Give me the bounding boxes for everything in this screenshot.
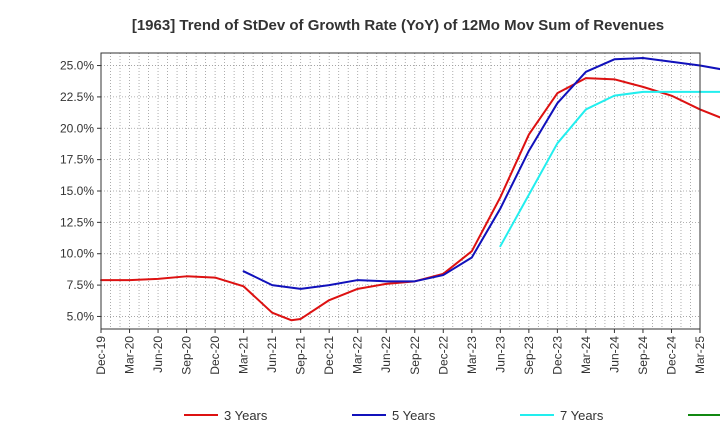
legend-label-3-years: 3 Years	[224, 408, 268, 423]
x-tick-label: Dec-19	[94, 336, 108, 375]
x-tick-label: Dec-24	[664, 336, 678, 375]
x-tick-label: Jun-21	[265, 336, 279, 373]
y-axis: 5.0% 7.5% 10.0% 12.5% 15.0% 17.5% 20.0% 22.5% 25…	[60, 59, 101, 323]
x-tick-label: Sep-23	[522, 336, 536, 375]
y-tick-label: 22.5%	[60, 90, 94, 104]
x-tick-label: Mar-22	[351, 336, 365, 374]
x-tick-label: Dec-23	[550, 336, 564, 375]
y-tick-label: 5.0%	[67, 309, 95, 323]
x-tick-label: Sep-21	[294, 336, 308, 375]
x-tick-label: Mar-25	[693, 336, 707, 374]
x-tick-label: Sep-24	[636, 336, 650, 375]
y-tick-label: 25.0%	[60, 59, 94, 73]
series-line-5-years	[242, 57, 720, 290]
x-tick-label: Mar-24	[579, 336, 593, 374]
y-tick-label: 20.0%	[60, 121, 94, 135]
x-tick-label: Sep-20	[180, 336, 194, 375]
y-tick-label: 17.5%	[60, 153, 94, 167]
grid-lines	[101, 53, 700, 329]
x-tick-label: Jun-20	[151, 336, 165, 373]
y-tick-label: 7.5%	[67, 278, 95, 292]
plot-area	[101, 53, 700, 329]
x-tick-label: Jun-23	[493, 336, 507, 373]
series-line-7-years	[499, 90, 720, 248]
chart-title: [1963] Trend of StDev of Growth Rate (Yo…	[132, 17, 664, 34]
y-tick-label: 15.0%	[60, 184, 94, 198]
x-tick-label: Dec-21	[322, 336, 336, 375]
x-tick-label: Jun-24	[607, 336, 621, 373]
legend-label-5-years: 5 Years	[392, 408, 436, 423]
y-tick-label: 10.0%	[60, 247, 94, 261]
x-tick-label: Dec-22	[436, 336, 450, 375]
x-tick-label: Jun-22	[379, 336, 393, 373]
y-tick-label: 12.5%	[60, 215, 94, 229]
x-tick-label: Sep-22	[408, 336, 422, 375]
series-lines	[100, 57, 720, 322]
x-tick-label: Mar-23	[465, 336, 479, 374]
legend-label-7-years: 7 Years	[560, 408, 604, 423]
x-axis: Dec-19 Mar-20 Jun-20 Sep-20 Dec-20 Mar-21 Jun-…	[94, 329, 707, 375]
x-tick-label: Dec-20	[208, 336, 222, 375]
x-tick-label: Mar-20	[123, 336, 137, 374]
x-tick-label: Mar-21	[237, 336, 251, 374]
